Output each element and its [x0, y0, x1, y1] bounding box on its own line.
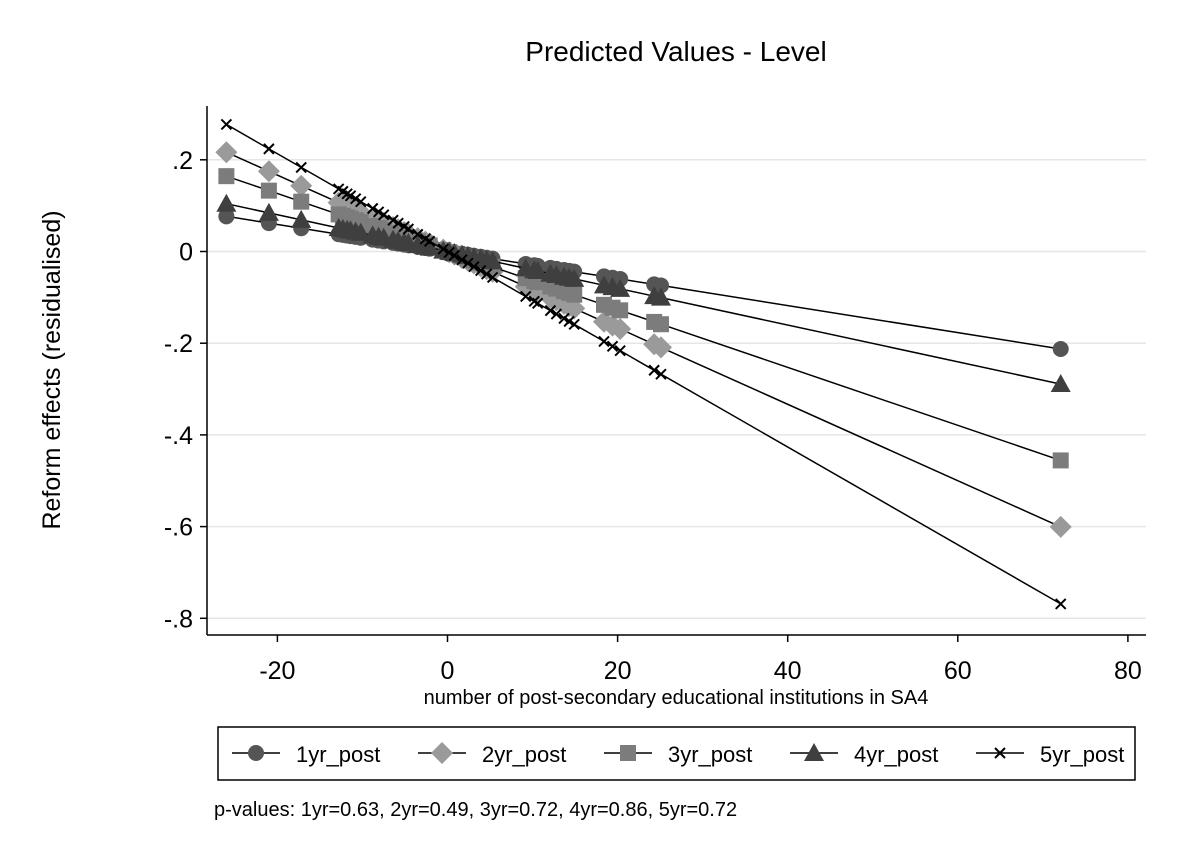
data-point-5yr_post [550, 308, 563, 320]
series-5yr_post [220, 118, 1067, 610]
x-tick-label: 80 [1114, 657, 1142, 685]
legend-label-2yr_post: 2yr_post [482, 742, 566, 767]
legend-label-4yr_post: 4yr_post [854, 742, 938, 767]
data-point-3yr_post [1052, 452, 1069, 469]
y-tick-label: -.4 [164, 422, 193, 450]
data-point-4yr_post [564, 268, 585, 287]
legend-marker-3yr_post [620, 745, 636, 761]
legend-item-2yr_post: 2yr_post [418, 742, 566, 767]
data-point-5yr_post [598, 335, 610, 348]
data-point-4yr_post [216, 193, 237, 212]
legend-marker-4yr_post [804, 743, 824, 761]
x-tick-label: 60 [944, 657, 972, 685]
gridlines [207, 159, 1146, 620]
data-point-5yr_post [355, 195, 367, 208]
legend-label-1yr_post: 1yr_post [296, 742, 380, 767]
data-point-5yr_post [544, 304, 557, 317]
x-axis-label: number of post-secondary educational ins… [424, 687, 929, 709]
data-point-4yr_post [1050, 374, 1071, 393]
y-tick-label: -.6 [164, 514, 193, 542]
data-point-5yr_post [648, 364, 660, 376]
data-point-5yr_post [474, 264, 487, 277]
data-point-5yr_post [437, 243, 449, 255]
legend-marker-2yr_post [431, 742, 453, 764]
legend-item-3yr_post: 3yr_post [604, 742, 752, 767]
data-point-5yr_post [220, 118, 233, 131]
legend: 1yr_post 2yr_post 3yr_post 4yr_post 5yr_post [217, 726, 1136, 781]
data-point-2yr_post [290, 174, 313, 197]
legend-item-4yr_post: 4yr_post [790, 742, 938, 767]
x-tick-label: -20 [259, 657, 295, 685]
legend-marker-1yr_post [248, 745, 264, 761]
axes [206, 106, 1146, 636]
data-point-3yr_post [566, 286, 583, 303]
y-ticks: .2 0 -.2 -.4 -.6 -.8 [164, 147, 207, 633]
data-point-4yr_post [350, 222, 371, 241]
data-point-4yr_post [291, 209, 312, 228]
x-tick-label: 0 [441, 657, 455, 685]
x-tick-label: 20 [604, 657, 632, 685]
y-tick-label: -.8 [164, 605, 193, 633]
data-point-3yr_post [218, 168, 235, 185]
legend-label-5yr_post: 5yr_post [1040, 742, 1124, 767]
data-point-5yr_post [606, 340, 619, 353]
data-point-5yr_post [468, 260, 480, 273]
data-point-3yr_post [260, 182, 277, 199]
data-point-2yr_post [649, 336, 672, 359]
x-tick-label: 40 [774, 657, 802, 685]
data-point-2yr_post [257, 160, 280, 183]
data-point-5yr_post [655, 368, 667, 380]
data-point-3yr_post [293, 193, 310, 210]
data-point-5yr_post [486, 271, 499, 284]
data-point-5yr_post [448, 249, 461, 262]
legend-label-3yr_post: 3yr_post [668, 742, 752, 767]
data-point-2yr_post [609, 318, 632, 341]
data-point-4yr_post [258, 202, 279, 221]
data-point-1yr_post [652, 277, 669, 294]
data-point-2yr_post [1049, 515, 1072, 538]
data-point-5yr_post [402, 223, 415, 235]
data-point-5yr_post [378, 209, 390, 221]
legend-box [217, 726, 1136, 781]
y-tick-label: -.2 [164, 330, 193, 358]
data-point-5yr_post [295, 161, 307, 174]
data-point-5yr_post [568, 318, 580, 331]
data-point-4yr_post [650, 287, 671, 306]
data-point-5yr_post [412, 228, 424, 241]
y-tick-label: .2 [172, 147, 193, 175]
data-point-2yr_post [215, 141, 238, 164]
data-point-1yr_post [1052, 341, 1069, 358]
legend-item-1yr_post: 1yr_post [232, 742, 380, 767]
data-point-4yr_post [419, 237, 440, 256]
legend-item-5yr_post: 5yr_post [976, 742, 1124, 767]
data-point-3yr_post [652, 316, 669, 333]
series-group [215, 118, 1072, 610]
p-values-note: p-values: 1yr=0.63, 2yr=0.49, 3yr=0.72, … [214, 799, 737, 821]
data-point-5yr_post [456, 254, 468, 266]
data-point-4yr_post [527, 260, 548, 279]
data-point-5yr_post [263, 143, 275, 155]
data-point-4yr_post [610, 278, 631, 297]
data-point-5yr_post [392, 217, 404, 229]
data-point-5yr_post [531, 297, 544, 310]
data-point-5yr_post [614, 345, 626, 357]
data-point-5yr_post [520, 290, 532, 303]
chart-title: Predicted Values - Level [525, 36, 826, 67]
x-ticks: -20 0 20 40 60 80 [259, 635, 1142, 685]
data-point-5yr_post [480, 268, 493, 280]
data-point-5yr_post [1055, 598, 1067, 610]
legend-marker-5yr_post [994, 747, 1006, 759]
data-point-3yr_post [612, 302, 629, 319]
data-point-1yr_post [218, 208, 235, 225]
data-point-5yr_post [423, 235, 436, 247]
y-tick-label: 0 [179, 239, 193, 267]
y-axis-label: Reform effects (residualised) [38, 210, 66, 529]
data-point-5yr_post [462, 257, 474, 269]
data-point-5yr_post [366, 202, 379, 215]
data-point-4yr_post [482, 251, 503, 270]
